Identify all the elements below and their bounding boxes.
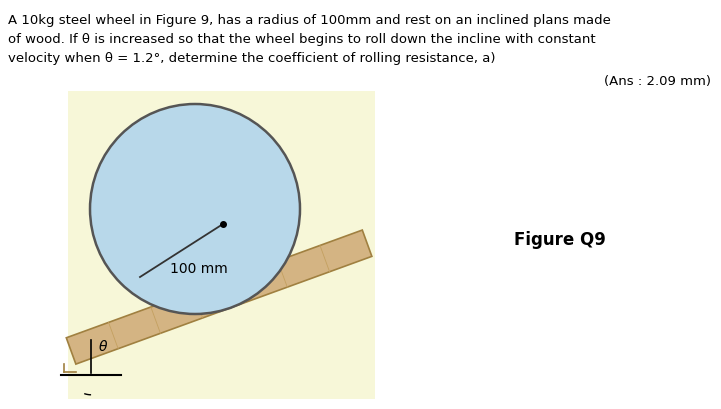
Polygon shape xyxy=(66,231,372,364)
Text: of wood. If θ is increased so that the wheel begins to roll down the incline wit: of wood. If θ is increased so that the w… xyxy=(8,33,596,46)
Text: A 10kg steel wheel in Figure 9, has a radius of 100mm and rest on an inclined pl: A 10kg steel wheel in Figure 9, has a ra… xyxy=(8,14,611,27)
Bar xyxy=(68,92,375,399)
Circle shape xyxy=(90,105,300,314)
Text: 100 mm: 100 mm xyxy=(170,261,228,275)
Text: θ: θ xyxy=(99,339,107,353)
Text: Figure Q9: Figure Q9 xyxy=(514,230,606,248)
Text: velocity when θ = 1.2°, determine the coefficient of rolling resistance, a): velocity when θ = 1.2°, determine the co… xyxy=(8,52,495,65)
Text: (Ans : 2.09 mm): (Ans : 2.09 mm) xyxy=(604,75,711,88)
